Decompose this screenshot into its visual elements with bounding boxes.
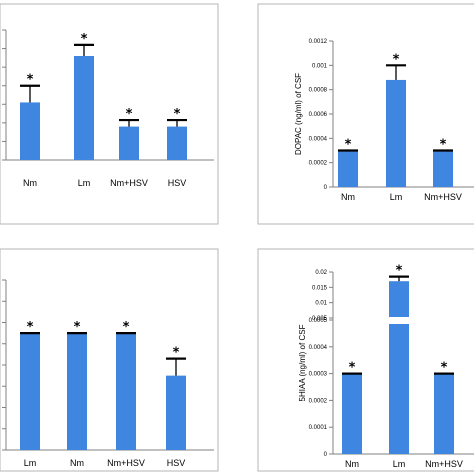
x-tick-label: Lm	[390, 192, 403, 202]
y-tick-label: 0.0004	[309, 136, 328, 142]
x-tick-label: Nm+HSV	[424, 192, 462, 202]
y-tick-label: 0.0001	[309, 425, 328, 431]
plots-layer: * Nm * Lm * Nm+HSV * HSV 0 0.0002 0.0004 0.0006 0.00…	[2, 29, 474, 469]
y-tick-label: 0.01	[315, 301, 327, 307]
significance-marker: *	[126, 107, 133, 122]
significance-marker: *	[393, 52, 400, 67]
x-tick-label: HSV	[167, 458, 186, 468]
x-tick-label: Nm+HSV	[110, 178, 148, 188]
x-tick-label: Nm	[341, 192, 355, 202]
significance-marker: *	[441, 361, 448, 376]
bar	[74, 56, 94, 160]
bar	[116, 333, 136, 450]
bar	[389, 281, 409, 454]
bar	[433, 150, 453, 187]
x-tick-label: HSV	[168, 178, 187, 188]
y-tick-label: 0	[324, 185, 328, 191]
y-tick-label: 0.015	[312, 285, 328, 291]
x-tick-label: Nm	[70, 458, 84, 468]
y-tick-label: 0.0002	[309, 161, 328, 167]
significance-marker: *	[345, 138, 352, 153]
x-tick-label: Lm	[393, 459, 406, 469]
y-tick-label: 0.0004	[309, 345, 328, 351]
significance-marker: *	[349, 361, 356, 376]
significance-marker: *	[27, 73, 34, 88]
y-tick-label: 0	[324, 452, 328, 458]
panel-frame-top-right	[257, 3, 474, 225]
y-tick-label: 0.001	[312, 63, 328, 69]
bar	[434, 373, 454, 454]
significance-marker: *	[81, 32, 88, 47]
y-tick-label: 0.0003	[309, 372, 328, 378]
bar	[338, 150, 358, 187]
x-tick-label: Nm+HSV	[107, 458, 145, 468]
y-axis-title: 5HIAA (ng/ml) of CSF	[298, 324, 307, 401]
y-tick-label: 0.0005	[309, 318, 328, 324]
significance-marker: *	[174, 107, 181, 122]
bar	[342, 373, 362, 454]
axis-break-gap	[388, 317, 410, 324]
bar	[20, 333, 40, 450]
bar	[67, 333, 87, 450]
significance-marker: *	[74, 320, 81, 335]
y-tick-label: 0.0006	[309, 112, 328, 118]
significance-marker: *	[27, 320, 34, 335]
x-tick-label: Nm	[23, 178, 37, 188]
bar	[20, 102, 40, 160]
y-tick-label: 0.0008	[309, 88, 328, 94]
significance-marker: *	[440, 138, 447, 153]
x-tick-label: Nm	[345, 459, 359, 469]
y-axis-title: DOPAC (ng/ml) of CSF	[294, 73, 303, 155]
x-tick-label: Lm	[24, 458, 37, 468]
bar	[119, 126, 139, 160]
y-tick-label: 0.02	[315, 270, 327, 276]
significance-marker: *	[123, 320, 130, 335]
bar	[166, 375, 186, 450]
significance-marker: *	[173, 346, 180, 361]
y-tick-label: 0.0002	[309, 398, 328, 404]
bar	[167, 126, 187, 160]
x-tick-label: Lm	[78, 178, 91, 188]
y-tick-label: 0.0012	[309, 39, 328, 45]
bar	[386, 79, 406, 187]
x-tick-label: Nm+HSV	[425, 459, 463, 469]
significance-marker: *	[396, 264, 403, 279]
y-tick-label: 0.005	[312, 316, 328, 322]
